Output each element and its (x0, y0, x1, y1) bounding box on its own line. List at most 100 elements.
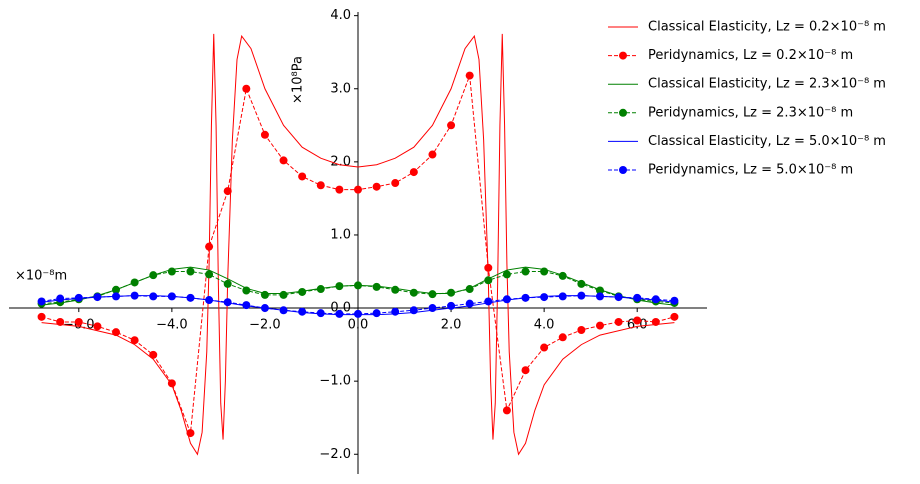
data-point (409, 168, 418, 177)
y-tick-label: 4.0 (330, 8, 351, 23)
data-point (391, 179, 400, 188)
data-point (316, 285, 325, 294)
data-point (502, 270, 511, 279)
data-point (130, 336, 139, 345)
data-point (558, 271, 567, 280)
x-tick-label: 0.0 (348, 318, 369, 333)
y-tick-label: −2.0 (319, 447, 351, 462)
data-point (651, 317, 660, 326)
data-point (186, 293, 195, 302)
data-point (595, 321, 604, 330)
data-point (428, 304, 437, 313)
data-point (167, 379, 176, 388)
data-point (614, 317, 623, 326)
data-point (37, 297, 46, 306)
x-tick-label: −4.0 (156, 318, 188, 333)
data-point (540, 343, 549, 352)
data-point (633, 293, 642, 302)
data-point (242, 301, 251, 310)
data-point (633, 316, 642, 325)
data-point (447, 121, 456, 130)
data-point (279, 156, 288, 165)
legend-label: Classical Elasticity, Lz = 5.0×10⁻⁸ m (648, 134, 886, 149)
x-axis-label: ×10⁻⁸m (15, 269, 67, 284)
data-point (93, 322, 102, 331)
data-point (279, 306, 288, 315)
data-point (465, 299, 474, 308)
legend-label: Peridynamics, Lz = 5.0×10⁻⁸ m (648, 163, 853, 178)
data-point (112, 285, 121, 294)
data-point (316, 181, 325, 190)
data-point (298, 172, 307, 181)
data-point (205, 270, 214, 279)
data-point (428, 150, 437, 159)
data-point (56, 294, 65, 303)
data-point (465, 71, 474, 80)
data-point (167, 292, 176, 301)
x-tick-label: −2.0 (249, 318, 281, 333)
data-point (93, 293, 102, 302)
data-point (540, 267, 549, 276)
y-tick-label: 3.0 (330, 81, 351, 96)
data-point (614, 293, 623, 302)
data-point (74, 317, 83, 326)
legend-marker (619, 108, 627, 117)
data-point (167, 267, 176, 276)
data-point (558, 292, 567, 301)
data-point (149, 350, 158, 359)
legend-marker (619, 166, 627, 174)
data-point (651, 295, 660, 304)
data-point (223, 298, 232, 307)
legend-label: Peridynamics, Lz = 2.3×10⁻⁸ m (648, 105, 853, 120)
data-point (112, 328, 121, 337)
data-point (372, 182, 381, 191)
data-point (260, 304, 269, 313)
data-point (74, 293, 83, 302)
data-point (428, 290, 437, 299)
data-point (577, 291, 586, 300)
x-tick-label: 2.0 (441, 318, 462, 333)
data-point (335, 282, 344, 291)
data-point (577, 279, 586, 288)
data-point (205, 296, 214, 305)
y-tick-label: 0.0 (330, 301, 351, 316)
data-point (595, 292, 604, 301)
series-line (41, 295, 675, 315)
data-point (521, 293, 530, 302)
data-point (242, 84, 251, 93)
data-point (391, 307, 400, 316)
data-point (409, 306, 418, 315)
data-point (502, 406, 511, 415)
data-point (354, 185, 362, 194)
y-tick-label: −1.0 (319, 374, 351, 389)
legend-marker (619, 51, 627, 60)
legend-label: Classical Elasticity, Lz = 2.3×10⁻⁸ m (648, 77, 886, 92)
data-point (484, 263, 493, 272)
data-point (298, 307, 307, 316)
data-point (372, 282, 381, 291)
data-point (670, 312, 679, 321)
data-point (56, 317, 65, 326)
data-point (186, 429, 195, 438)
data-point (298, 287, 307, 296)
data-point (391, 285, 400, 294)
data-point (260, 130, 269, 139)
data-point (354, 281, 362, 290)
data-point (595, 286, 604, 295)
data-point (409, 288, 418, 297)
data-point (447, 288, 456, 297)
data-point (670, 296, 679, 305)
y-axis-label: ×10⁸Pa (291, 56, 306, 104)
data-point (465, 285, 474, 294)
data-point (372, 309, 381, 318)
x-tick-label: 4.0 (534, 318, 555, 333)
data-point (335, 309, 344, 318)
series-line (41, 33, 675, 456)
data-point (354, 309, 362, 318)
data-point (186, 267, 195, 276)
data-point (130, 278, 139, 287)
data-point (521, 267, 530, 276)
x-tick-label: 6.0 (627, 318, 648, 333)
data-point (149, 292, 158, 301)
data-point (521, 366, 530, 375)
